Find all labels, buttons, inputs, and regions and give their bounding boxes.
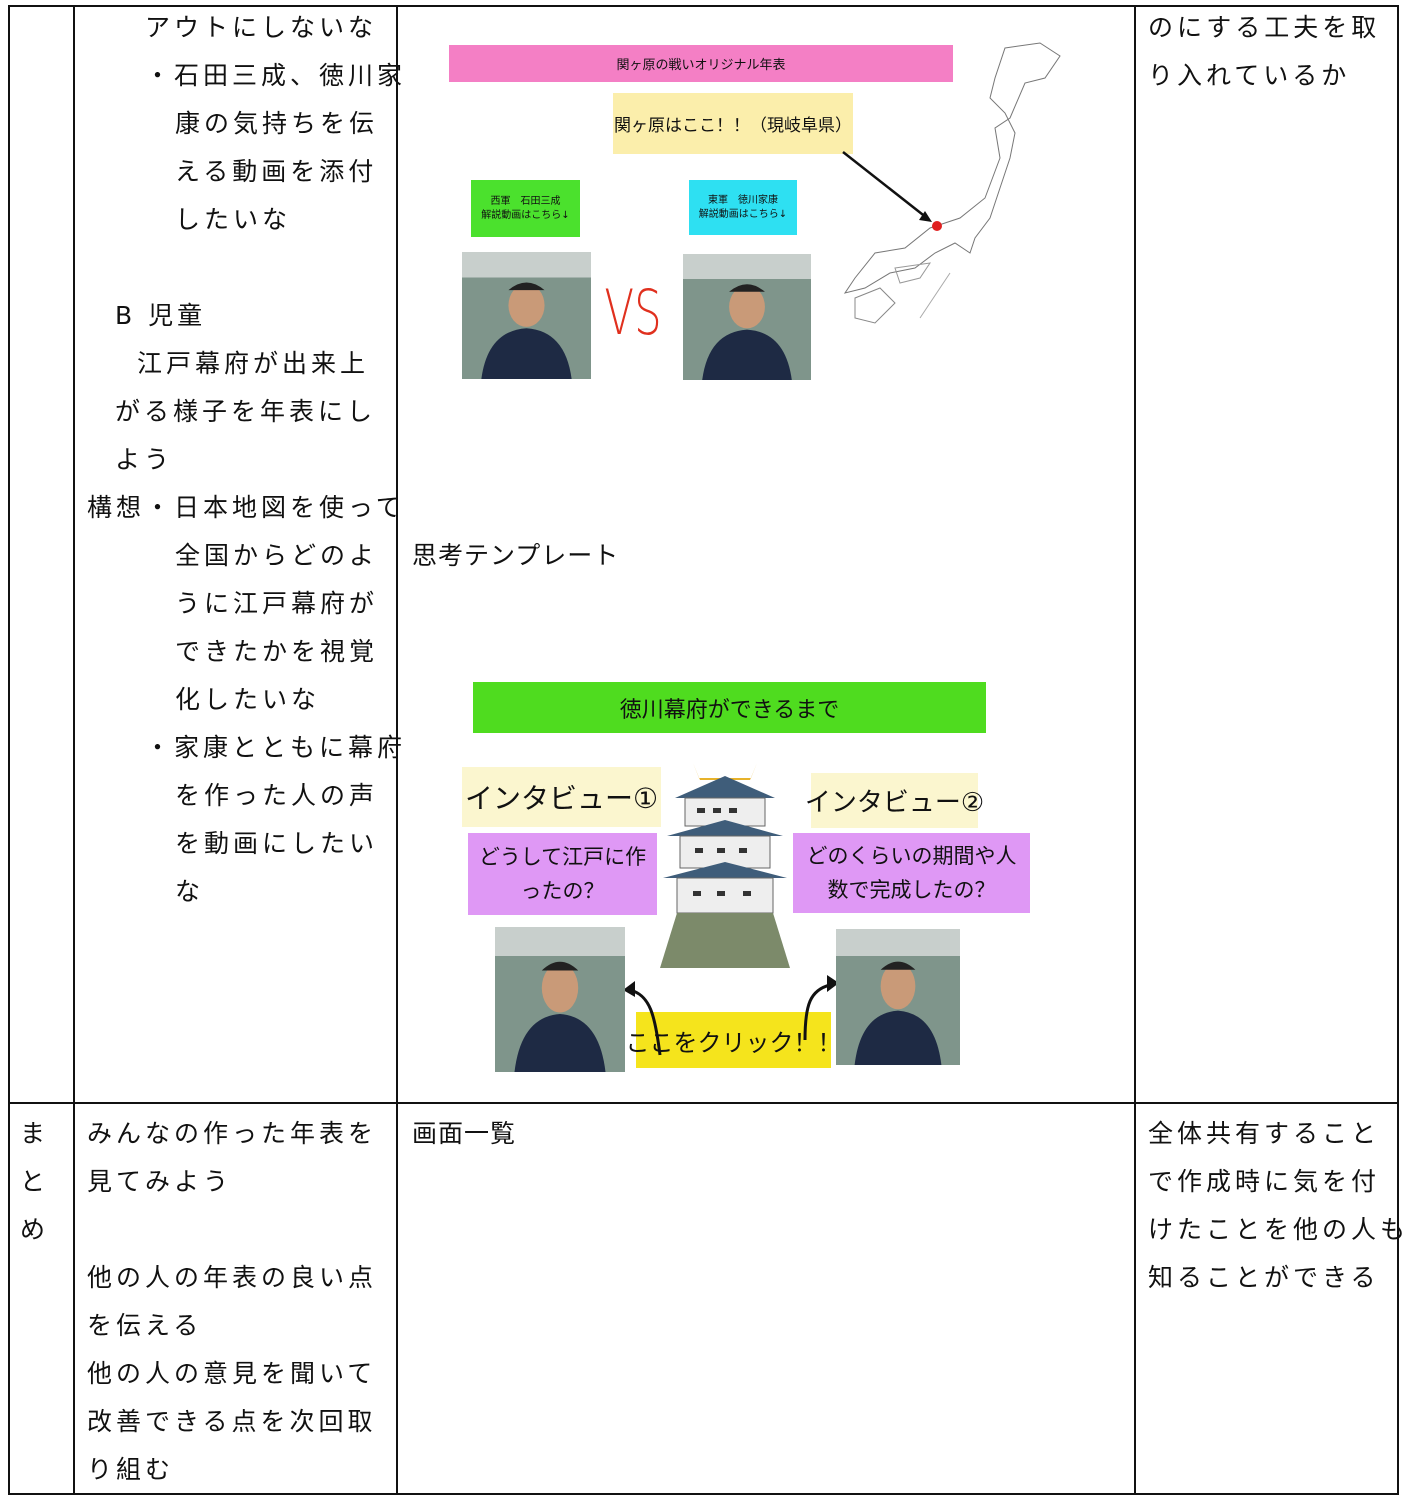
text: 西軍 石田三成 xyxy=(490,195,561,207)
cell-text: 江戸幕府が出来上 xyxy=(137,349,370,378)
cell-text: よう xyxy=(115,445,174,474)
cell-text: 知ることができる xyxy=(1148,1263,1380,1292)
japan-map xyxy=(842,42,1061,324)
text: ったの？ xyxy=(520,879,605,903)
cell-text: みんなの作った年表を xyxy=(87,1119,378,1148)
cell-text: 全体共有すること xyxy=(1148,1119,1381,1148)
border xyxy=(8,1493,1399,1495)
cell-text: り入れているか xyxy=(1148,61,1351,90)
cell-text: 他の人の意見を聞いて xyxy=(87,1359,377,1388)
border xyxy=(8,5,1399,7)
west-label: 西軍 石田三成 解説動画はこちら↓ xyxy=(471,180,580,237)
text: 解説動画はこちら↓ xyxy=(481,209,570,221)
border xyxy=(8,1102,1399,1104)
person xyxy=(854,961,942,1065)
east-label: 東軍 徳川家康 解説動画はこちら↓ xyxy=(689,180,797,235)
cell-text: 画面一覧 xyxy=(412,1119,517,1148)
text: 解説動画はこちら↓ xyxy=(698,208,788,220)
cell-text: できたかを視覚 xyxy=(175,637,379,666)
vs-label: VS xyxy=(604,275,662,349)
cell-text: 化したいな xyxy=(175,685,321,714)
text: どうして江戸に作 xyxy=(478,845,647,869)
cell-text: を動画にしたい xyxy=(175,829,379,858)
interview-label: インタビュー① xyxy=(462,767,661,827)
cell-text: B 児童 xyxy=(115,301,207,330)
border xyxy=(73,5,75,1495)
slide-title: 関ヶ原の戦いオリジナル年表 xyxy=(449,45,953,82)
cell-text: 改善できる点を次回取 xyxy=(87,1407,377,1436)
location-label: 関ヶ原はここ！！（現岐阜県） xyxy=(613,93,853,154)
cell-text: 他の人の年表の良い点 xyxy=(87,1263,378,1292)
slide-title: 徳川幕府ができるまで xyxy=(473,682,986,733)
cell-text: がる様子を年表にし xyxy=(115,397,377,426)
cell-text: したいな xyxy=(175,205,292,234)
video-thumbnail[interactable] xyxy=(462,252,591,379)
person xyxy=(514,961,606,1072)
text: 数で完成したの？ xyxy=(827,878,996,902)
cell-text: うに江戸幕府が xyxy=(175,589,379,618)
cell-text: め xyxy=(20,1215,50,1244)
video-thumbnail[interactable] xyxy=(495,927,625,1072)
question-label: どのくらいの期間や人 数で完成したの？ xyxy=(793,833,1030,913)
text: 東軍 徳川家康 xyxy=(708,194,778,206)
cell-text: を伝える xyxy=(87,1311,203,1340)
cell-text: ・石田三成、徳川家 xyxy=(145,61,407,90)
arrows xyxy=(623,975,839,1056)
border xyxy=(8,5,10,1495)
cell-text: 構想・日本地図を使って xyxy=(87,493,405,522)
cell-text: と xyxy=(20,1167,50,1196)
cell-text: 見てみよう xyxy=(87,1167,233,1196)
castle xyxy=(660,763,790,968)
video-thumbnail[interactable] xyxy=(836,929,960,1065)
cell-text: で作成時に気を付 xyxy=(1148,1167,1381,1196)
cell-text: を作った人の声 xyxy=(175,781,379,810)
cell-text: けたことを他の人も xyxy=(1148,1215,1407,1244)
cell-text: える動画を添付 xyxy=(175,157,378,186)
person xyxy=(702,284,792,380)
border xyxy=(1397,5,1399,1495)
interview-label: インタビュー② xyxy=(805,773,984,828)
border xyxy=(396,5,398,1495)
cell-text: アウトにしないな xyxy=(145,13,378,42)
cell-text: ま xyxy=(20,1119,50,1148)
border xyxy=(1134,5,1136,1495)
cell-text: 全国からどのよ xyxy=(175,541,379,570)
text: どのくらいの期間や人 xyxy=(806,844,1017,868)
cell-text: な xyxy=(175,877,205,906)
cell-text: ・家康とともに幕府 xyxy=(145,733,407,762)
video-thumbnail[interactable] xyxy=(683,254,811,380)
cell-text: のにする工夫を取 xyxy=(1148,13,1381,42)
question-label: どうして江戸に作 ったの？ xyxy=(468,833,657,915)
cell-text: 思考テンプレート xyxy=(412,541,620,570)
cell-text: り組む xyxy=(87,1455,175,1484)
person xyxy=(481,282,572,379)
cell-text: 康の気持ちを伝 xyxy=(175,109,379,138)
